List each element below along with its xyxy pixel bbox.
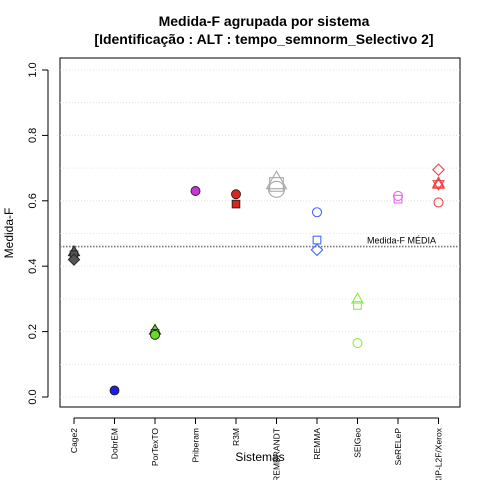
data-point-circle	[267, 180, 286, 198]
y-axis-title: Medida-F	[2, 208, 16, 259]
x-category-label: Cage2	[69, 428, 79, 453]
y-tick-label: 0.4	[27, 259, 39, 274]
x-category-label: REMBRANDT	[272, 428, 282, 480]
reference-line-group: Medida-F MÉDIA	[60, 236, 460, 248]
x-axis-title: Sistemas	[235, 450, 284, 464]
data-point-circle	[352, 337, 363, 349]
x-category-label: XIP-L2F/Xerox	[434, 427, 444, 480]
x-category-label: SEIGeo	[353, 428, 363, 458]
plot-frame	[59, 57, 461, 408]
data-point-circle	[231, 189, 241, 200]
x-category-label: PorTexTO	[150, 428, 160, 466]
data-point-square	[353, 301, 362, 310]
data-point-diamond	[310, 243, 324, 257]
x-category-label: DobrEM	[110, 428, 120, 459]
chart-subtitle: [Identificação : ALT : tempo_semnorm_Sel…	[94, 31, 433, 47]
data-point-square	[231, 199, 241, 209]
data-points	[67, 163, 446, 396]
grid-lines	[60, 69, 460, 398]
y-tick-label: 0.6	[27, 193, 39, 208]
data-point-triangle	[265, 170, 288, 190]
y-tick-label: 0.2	[27, 324, 39, 339]
axes: 0.0 0.2 0.4 0.6 0.8 1.0 Cage2 DobrEM PorTexTO Pri…	[27, 62, 444, 483]
data-point-square	[393, 194, 403, 204]
data-point-square	[312, 235, 322, 245]
data-point-circle	[150, 329, 160, 340]
data-point-diamond	[67, 253, 81, 266]
reference-line-label: Medida-F MÉDIA	[367, 236, 436, 246]
data-point-diamond	[432, 163, 445, 177]
data-point-circle	[109, 385, 120, 396]
data-point-star	[432, 177, 445, 191]
x-category-label: Priberam	[191, 428, 201, 462]
chart-title: Medida-F agrupada por sistema	[159, 13, 370, 29]
y-tick-label: 0.8	[27, 128, 39, 143]
data-point-circle	[311, 207, 323, 218]
data-point-triangle	[431, 176, 446, 188]
data-point-triangle	[350, 292, 365, 304]
x-category-label: REMMA	[312, 428, 322, 460]
y-tick-label: 1.0	[27, 62, 39, 77]
data-point-circle	[190, 186, 201, 196]
y-tick-label: 0.0	[27, 389, 39, 404]
x-category-label: SeRELeP	[393, 428, 403, 466]
x-category-label: R3M	[231, 428, 241, 446]
data-point-circle	[433, 197, 444, 208]
data-point-circle	[392, 190, 404, 201]
